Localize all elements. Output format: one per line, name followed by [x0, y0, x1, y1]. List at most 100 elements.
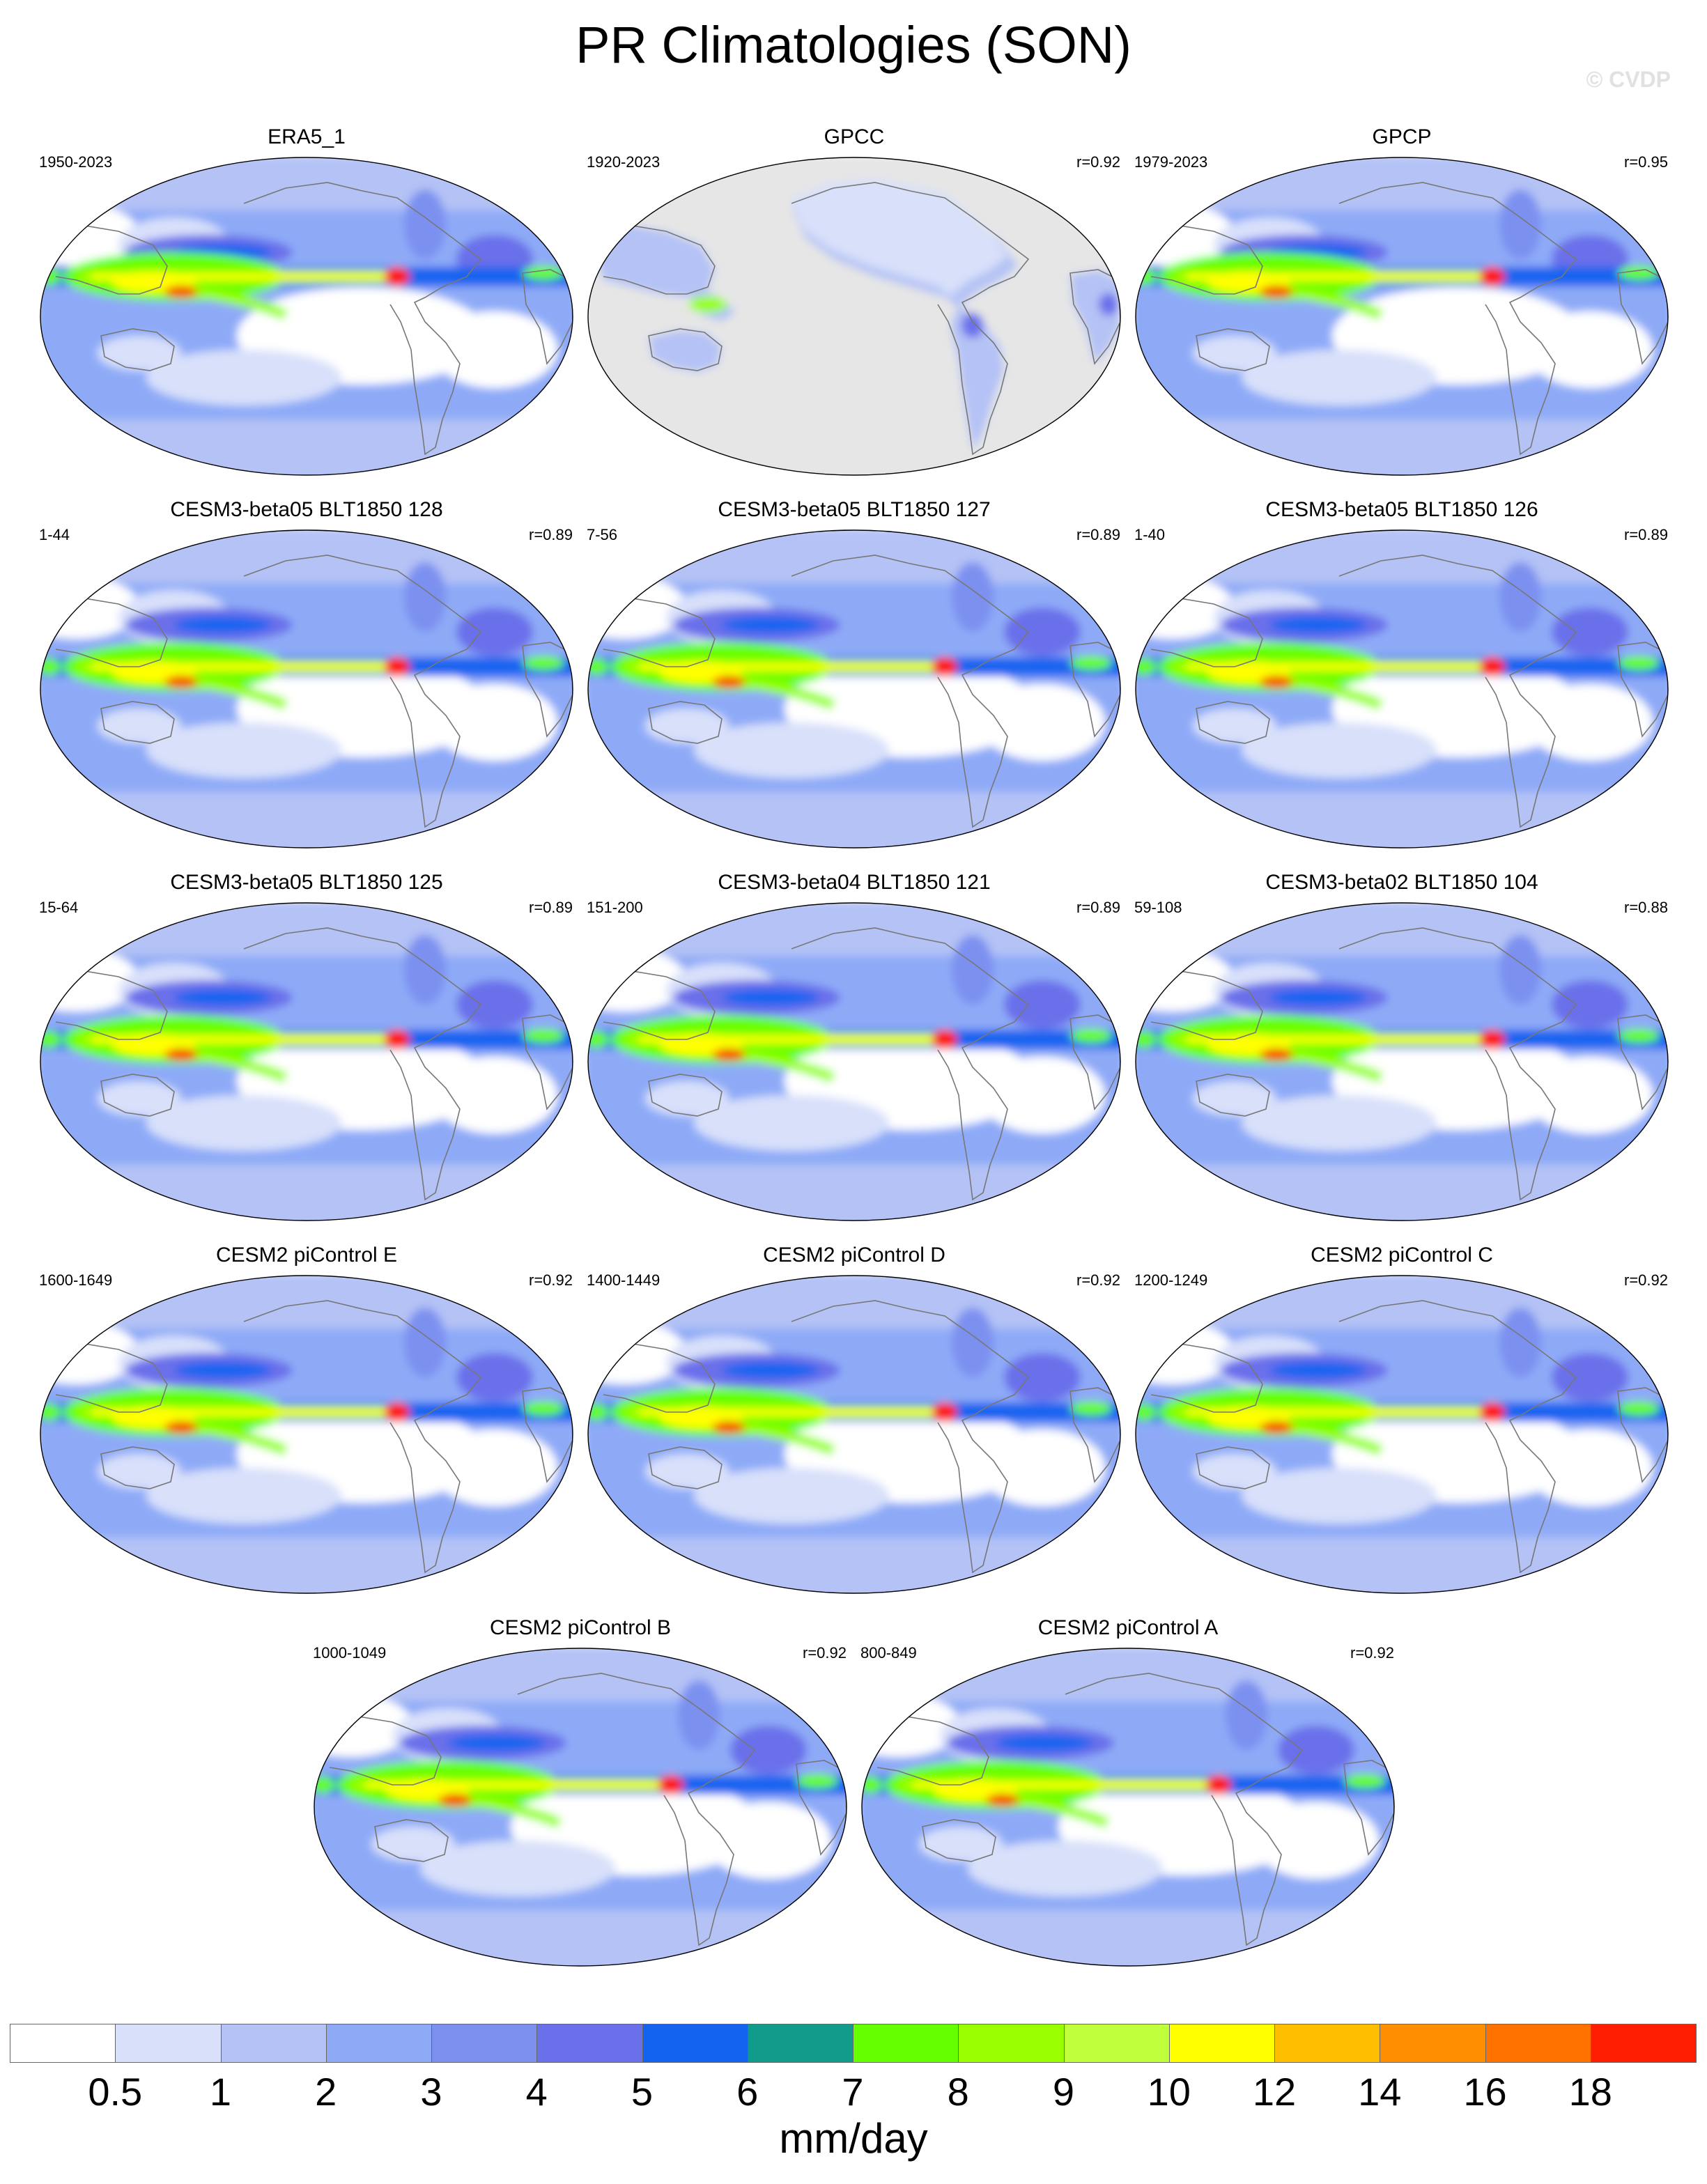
map-border — [587, 1275, 1121, 1594]
panel-years: 1600-1649 — [39, 1271, 113, 1289]
map-border — [1135, 1275, 1669, 1594]
coastlines — [41, 555, 573, 828]
colorbar-tick-label: 7 — [842, 2070, 864, 2114]
coastlines — [589, 927, 1120, 1201]
map-border — [40, 1275, 573, 1594]
panel-years: 1000-1049 — [313, 1644, 387, 1662]
precip-map — [1135, 1275, 1669, 1594]
precip-field — [1136, 1276, 1668, 1593]
panel-correlation: r=0.92 — [1076, 1271, 1120, 1289]
map-border — [1135, 157, 1669, 476]
colorbar-swatch — [853, 2024, 959, 2063]
map-panel-cesm3-121: CESM3-beta04 BLT1850 121 151-200 r=0.89 — [582, 871, 1126, 1233]
map-panel-cesm2-c: CESM2 piControl C 1200-1249 r=0.92 — [1130, 1244, 1674, 1606]
panel-years: 7-56 — [587, 526, 618, 543]
precip-map — [587, 902, 1121, 1221]
map-panel-cesm3-104: CESM3-beta02 BLT1850 104 59-108 r=0.88 — [1130, 871, 1674, 1233]
colorbar-tick-label: 0.5 — [88, 2070, 143, 2114]
panel-correlation: r=0.92 — [803, 1644, 847, 1662]
colorbar-swatch — [325, 2024, 432, 2063]
coastlines — [589, 1300, 1120, 1574]
colorbar-swatch — [10, 2024, 116, 2063]
map-panel-cesm2-e: CESM2 piControl E 1600-1649 r=0.92 — [35, 1244, 578, 1606]
panel-title: CESM2 piControl C — [1311, 1244, 1493, 1267]
coastlines — [589, 555, 1120, 828]
panel-years: 1920-2023 — [587, 153, 661, 171]
panel-correlation: r=0.89 — [1076, 526, 1120, 543]
precip-field — [40, 157, 573, 475]
coastlines — [1136, 927, 1668, 1201]
precip-field — [588, 157, 1120, 475]
panel-years: 1-40 — [1134, 526, 1166, 543]
panel-title: CESM3-beta05 BLT1850 126 — [1265, 498, 1538, 521]
precip-field — [1136, 530, 1668, 848]
panel-years: 1200-1249 — [1134, 1271, 1208, 1289]
panel-correlation: r=0.92 — [529, 1271, 573, 1289]
colorbar — [10, 2024, 1697, 2064]
figure-title: PR Climatologies (SON) — [576, 16, 1131, 74]
panel-title: CESM3-beta02 BLT1850 104 — [1265, 871, 1538, 894]
panel-correlation: r=0.89 — [1076, 899, 1120, 916]
precip-map — [314, 1648, 847, 1967]
colorbar-tick-label: 4 — [525, 2070, 548, 2114]
panel-title: ERA5_1 — [268, 125, 346, 148]
colorbar-tick-label: 6 — [736, 2070, 759, 2114]
panel-correlation: r=0.95 — [1624, 153, 1668, 171]
colorbar-tick-label: 9 — [1052, 2070, 1075, 2114]
precip-field — [1136, 903, 1668, 1221]
colorbar-tick-label: 2 — [315, 2070, 337, 2114]
map-border — [40, 157, 573, 476]
precip-map — [587, 1275, 1121, 1594]
precip-field — [862, 1648, 1394, 1966]
precip-field — [1136, 157, 1668, 475]
panel-years: 59-108 — [1134, 899, 1182, 916]
panel-years: 15-64 — [39, 899, 79, 916]
panel-title: CESM2 piControl B — [489, 1616, 672, 1639]
panel-title: GPCP — [1372, 125, 1432, 148]
colorbar-tick-label: 8 — [947, 2070, 969, 2114]
panel-title: CESM3-beta05 BLT1850 125 — [170, 871, 443, 894]
panel-correlation: r=0.92 — [1624, 1271, 1668, 1289]
map-border — [40, 902, 573, 1221]
precip-map — [40, 157, 573, 476]
panel-correlation: r=0.92 — [1076, 153, 1120, 171]
coastlines — [41, 927, 573, 1201]
panel-title: CESM2 piControl E — [215, 1244, 398, 1267]
map-panel-cesm3-126: CESM3-beta05 BLT1850 126 1-40 r=0.89 — [1130, 498, 1674, 860]
map-panel-era5: ERA5_1 1950-2023 — [35, 125, 578, 488]
coastlines — [41, 1300, 573, 1574]
colorbar-swatch — [115, 2024, 222, 2063]
panel-years: 1-44 — [39, 526, 70, 543]
colorbar-swatch — [958, 2024, 1065, 2063]
panel-title: CESM3-beta05 BLT1850 127 — [718, 498, 991, 521]
map-border — [314, 1648, 847, 1967]
colorbar-swatch — [431, 2024, 538, 2063]
colorbar-swatch — [747, 2024, 854, 2063]
colorbar-tick-label: 3 — [420, 2070, 442, 2114]
precip-field — [314, 1648, 847, 1966]
colorbar-tick-label: 5 — [631, 2070, 654, 2114]
map-panel-gpcc: GPCC 1920-2023 r=0.92 — [582, 125, 1126, 488]
precip-field — [588, 903, 1120, 1221]
map-panel-cesm2-d: CESM2 piControl D 1400-1449 r=0.92 — [582, 1244, 1126, 1606]
coastlines — [589, 182, 1120, 456]
panel-correlation: r=0.88 — [1624, 899, 1668, 916]
colorbar-swatch — [1380, 2024, 1486, 2063]
precip-field — [40, 1276, 573, 1593]
coastlines — [1136, 1300, 1668, 1574]
colorbar-swatch — [1485, 2024, 1591, 2063]
precip-map — [1135, 529, 1669, 849]
map-panel-cesm3-125: CESM3-beta05 BLT1850 125 15-64 r=0.89 — [35, 871, 578, 1233]
colorbar-swatch — [1063, 2024, 1170, 2063]
panel-correlation: r=0.92 — [1350, 1644, 1394, 1662]
panel-correlation: r=0.89 — [529, 526, 573, 543]
map-panel-cesm2-a: CESM2 piControl A 800-849 r=0.92 — [856, 1616, 1400, 1978]
colorbar-tick-label: 12 — [1252, 2070, 1297, 2114]
coastlines — [315, 1673, 847, 1946]
panel-title: CESM2 piControl D — [763, 1244, 945, 1267]
precip-field — [588, 1276, 1120, 1593]
precip-map — [587, 529, 1121, 849]
panel-years: 151-200 — [587, 899, 643, 916]
map-border — [1135, 529, 1669, 849]
colorbar-swatch — [536, 2024, 643, 2063]
